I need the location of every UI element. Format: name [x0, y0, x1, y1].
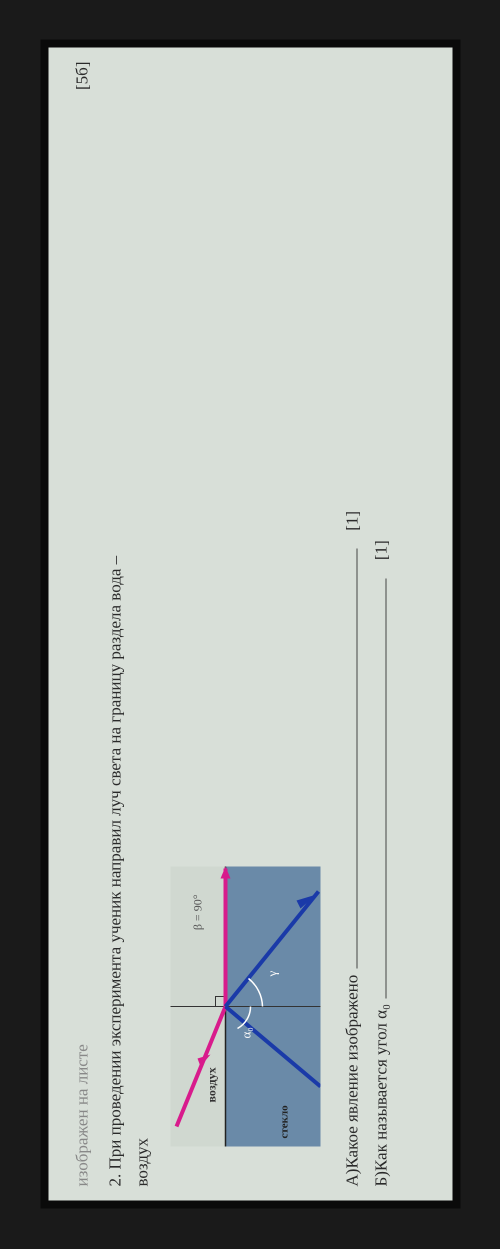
- subquestion-b-row: Б)Как называется угол α₀ [1]: [367, 62, 394, 1187]
- glass-incident-ray: [225, 1007, 320, 1087]
- blank-b[interactable]: [368, 578, 387, 998]
- beta-label: β = 90°: [188, 895, 207, 931]
- refracted-arrow-icon: [220, 867, 230, 879]
- subquestion-b-marks: [1]: [367, 540, 394, 560]
- gamma-label: γ: [262, 971, 283, 977]
- header-faded-text: изображен на листе: [69, 1044, 96, 1186]
- subquestion-a-marks: [1]: [338, 511, 365, 531]
- glass-refracted-ray: [225, 892, 318, 1007]
- glass-label: стекло: [276, 1105, 294, 1138]
- air-label: воздух: [202, 1067, 221, 1102]
- refraction-diagram: воздух стекло β = 90° α₀ γ: [170, 867, 320, 1147]
- subquestion-b-label: Б)Как называется угол α₀: [367, 1004, 394, 1186]
- gamma-arc: [248, 979, 262, 1007]
- content-area: изображен на листе [5б] 2. При проведени…: [69, 62, 395, 1187]
- question-continuation: воздух: [133, 1138, 152, 1186]
- question-block: 2. При проведении эксперимента ученик на…: [102, 62, 156, 1187]
- alpha-label: α₀: [236, 1027, 257, 1038]
- worksheet-screen: изображен на листе [5б] 2. При проведени…: [41, 40, 461, 1209]
- question-number: 2.: [106, 1174, 125, 1187]
- question-text: При проведении эксперимента ученик напра…: [106, 556, 125, 1170]
- total-marks: [5б]: [69, 62, 96, 90]
- header-row: изображен на листе [5б]: [69, 62, 96, 1187]
- subquestion-a-row: А)Какое явление изображено [1]: [338, 62, 365, 1187]
- subquestion-a-label: А)Какое явление изображено: [338, 975, 365, 1187]
- blank-a[interactable]: [338, 549, 357, 969]
